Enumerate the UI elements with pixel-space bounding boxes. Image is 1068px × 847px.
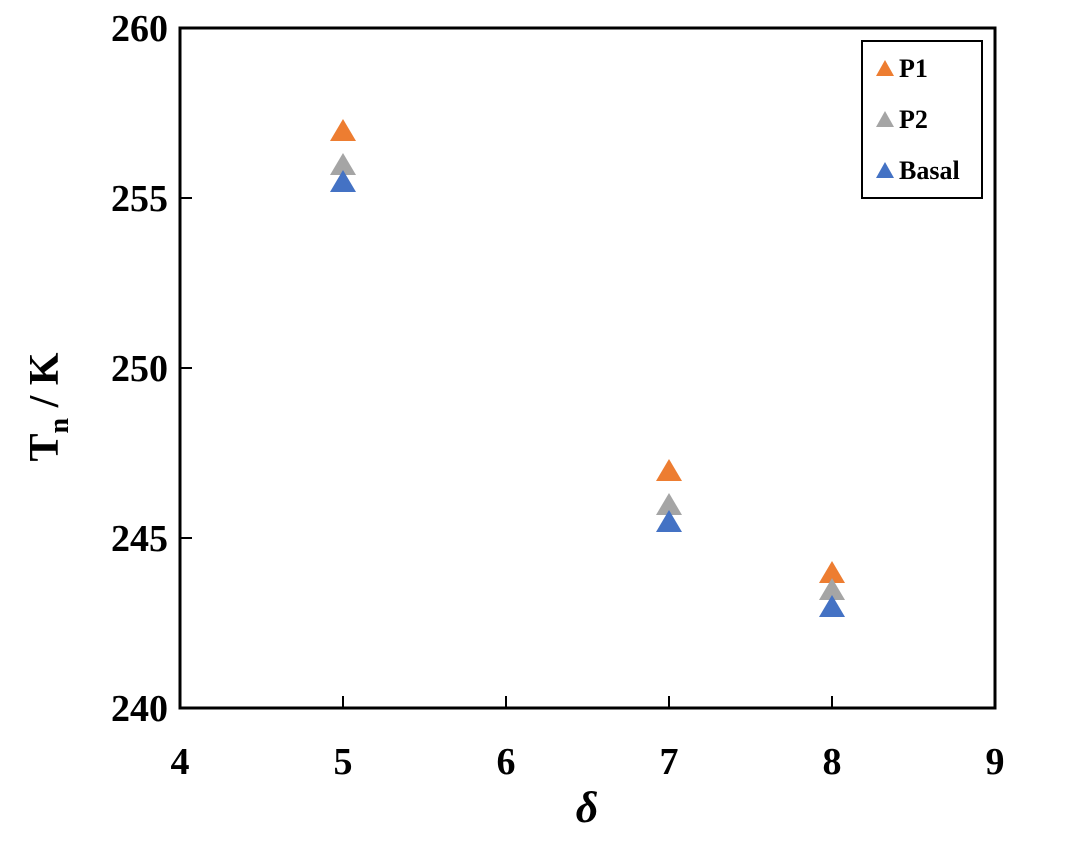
y-axis-title: Tn / K [22,352,75,461]
x-tick-label: 9 [986,741,1005,783]
y-tick-label: 255 [111,178,168,220]
x-tick-label: 8 [823,741,842,783]
data-point-p2 [330,153,356,175]
series-p2 [330,153,845,600]
legend-marker-basal [876,162,894,178]
x-tick-label: 7 [660,741,679,783]
x-tick-labels: 4 5 6 7 8 9 [171,741,1005,783]
y-tick-label: 260 [111,8,168,50]
x-tick-label: 6 [497,741,516,783]
y-axis-title-main: T [22,433,68,461]
data-point-basal [819,595,845,617]
legend-label-p1: P1 [899,54,928,83]
legend-marker-p1 [876,60,894,76]
data-point-p2 [656,493,682,515]
y-tick-label: 245 [111,518,168,560]
data-point-p1 [656,459,682,481]
y-tick-label: 250 [111,348,168,390]
data-point-p1 [330,119,356,141]
data-point-p1 [819,561,845,583]
y-axis-title-suffix: / K [22,352,68,418]
data-point-basal [656,510,682,532]
x-tick-label: 4 [171,741,190,783]
series-p1 [330,119,845,583]
data-points [330,119,845,617]
data-point-p2 [819,578,845,600]
series-basal [330,170,845,617]
x-tick-label: 5 [334,741,353,783]
legend-label-p2: P2 [899,105,928,134]
plot-frame [178,26,997,710]
legend: P1 P2 Basal [861,40,983,199]
legend-marker-p2 [876,111,894,127]
legend-label-basal: Basal [899,156,960,185]
axis-ticks [179,27,996,709]
y-tick-labels: 240 245 250 255 260 [111,8,168,730]
data-point-basal [330,170,356,192]
y-axis-title-subscript: n [44,417,75,433]
y-tick-label: 240 [111,688,168,730]
x-axis-title: δ [576,783,599,832]
